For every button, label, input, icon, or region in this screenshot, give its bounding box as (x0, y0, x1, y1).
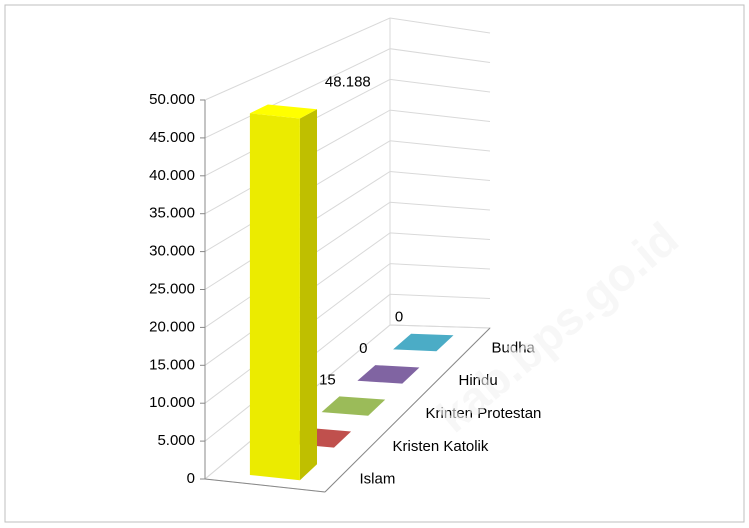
y-tick-label: 25.000 (149, 280, 195, 297)
value-label: 0 (359, 340, 367, 357)
y-tick-label: 5.000 (157, 432, 195, 449)
category-label: Krinten Protestan (426, 405, 542, 422)
bar (249, 104, 317, 481)
y-tick-label: 15.000 (149, 356, 195, 373)
bar-side (299, 109, 317, 481)
bar-top (249, 104, 317, 119)
category-label: Hindu (459, 372, 498, 389)
y-tick-label: 45.000 (149, 129, 195, 146)
depth-axis (324, 327, 491, 493)
bar-front (249, 113, 300, 481)
chart-frame (4, 4, 745, 523)
value-label: 15 (319, 371, 336, 388)
y-tick-label: 30.000 (149, 243, 195, 260)
bar (321, 396, 386, 416)
bar-top (393, 333, 454, 352)
y-tick-label: 35.000 (149, 205, 195, 222)
category-label: Kristen Katolik (393, 438, 489, 455)
value-label: 0 (395, 309, 403, 326)
bar-top (321, 396, 386, 416)
value-label: 48.188 (325, 73, 371, 90)
category-label: Islam (360, 471, 396, 488)
y-tick-label: 10.000 (149, 394, 195, 411)
y-tick-label: 20.000 (149, 318, 195, 335)
category-label: Budha (492, 339, 536, 356)
y-tick-label: 0 (187, 470, 195, 487)
bar-top (357, 365, 420, 384)
bar (357, 365, 420, 384)
y-tick-label: 50.000 (149, 91, 195, 108)
x-axis (204, 478, 326, 493)
y-tick-label: 40.000 (149, 167, 195, 184)
bar (393, 333, 454, 352)
